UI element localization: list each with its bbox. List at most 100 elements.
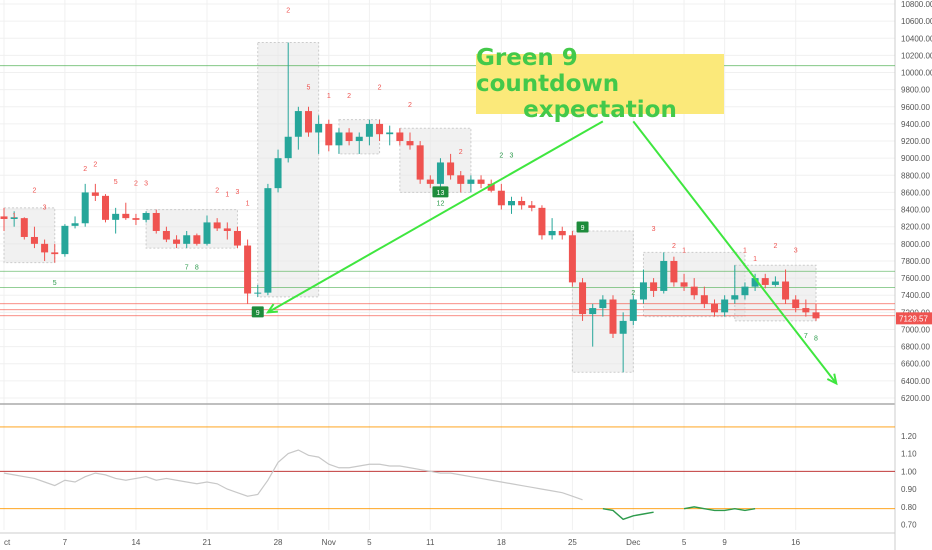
candle-body <box>274 158 282 189</box>
candle-body <box>609 299 617 334</box>
countdown-badge <box>432 186 449 198</box>
countdown-label: 1 <box>12 213 16 220</box>
candle-body <box>396 132 404 142</box>
time-tick-label: 18 <box>497 538 506 547</box>
annotation-line-2: expectation <box>523 97 677 123</box>
candle-body <box>284 136 292 159</box>
candle-body <box>771 281 779 285</box>
candle-body <box>376 123 384 135</box>
time-tick-label: ct <box>4 538 11 547</box>
countdown-label: 1 <box>753 256 757 263</box>
candle-body <box>173 239 181 244</box>
time-tick-label: 21 <box>203 538 212 547</box>
trend-arrow-line <box>632 120 838 385</box>
candle-body <box>294 111 302 137</box>
countdown-label: 1 <box>682 247 686 254</box>
candle-body <box>345 132 353 142</box>
price-tick-label: 8600.00 <box>901 188 930 197</box>
candle-body <box>670 260 678 283</box>
oscillator-tick-label: 0.70 <box>901 521 917 530</box>
annotation-callout[interactable]: Green 9 countdown expectation <box>476 45 724 123</box>
candle-body <box>690 286 698 296</box>
annotation-line-1: Green 9 countdown <box>476 45 620 97</box>
candle-body <box>711 303 718 313</box>
price-tick-label: 10000.00 <box>901 69 932 78</box>
candle-body <box>213 222 221 229</box>
candle-body <box>782 281 790 300</box>
price-tick-label: 10400.00 <box>901 34 932 43</box>
trend-arrow-head <box>265 303 278 314</box>
price-tag <box>896 312 932 325</box>
countdown-label: 5 <box>114 179 118 186</box>
candle-body <box>477 179 485 184</box>
price-tick-label: 10200.00 <box>901 51 932 60</box>
time-tick-label: 11 <box>426 538 435 547</box>
price-tick-label: 7800.00 <box>901 257 930 266</box>
countdown-label: 2 <box>378 85 382 92</box>
candle-body <box>406 141 414 146</box>
trend-arrows <box>265 120 838 386</box>
time-tick-label: 14 <box>131 538 140 547</box>
range-box <box>145 209 238 249</box>
price-tick-label: 6200.00 <box>901 394 930 403</box>
countdown-label: 2 <box>459 149 463 156</box>
candle-body <box>81 192 89 224</box>
candle-body <box>619 320 627 334</box>
candle-body <box>193 235 201 244</box>
candle-body <box>386 132 394 135</box>
candle-body <box>71 223 79 226</box>
candle-body <box>802 308 810 313</box>
time-tick-label: 7 <box>63 538 68 547</box>
candle-body <box>203 222 211 244</box>
countdown-label: 3 <box>510 152 514 159</box>
countdown-label: 2 <box>631 290 635 297</box>
price-tick-label: 9200.00 <box>901 137 930 146</box>
candle-body <box>629 299 637 321</box>
candle-body <box>812 312 820 319</box>
candle-body <box>20 218 28 237</box>
candle-body <box>162 230 170 240</box>
candle-body <box>30 236 38 244</box>
price-tick-label: 9000.00 <box>901 154 930 163</box>
oscillator-tick-label: 1.20 <box>901 432 917 441</box>
candle-body <box>416 145 424 180</box>
oscillator-series <box>602 507 654 521</box>
countdown-badge-label: 9 <box>256 310 260 317</box>
candle-body <box>508 201 515 206</box>
countdown-label: 2 <box>347 93 351 100</box>
countdown-label: 5 <box>53 280 57 287</box>
countdown-label: 2 <box>83 166 87 173</box>
candle-body <box>10 217 18 219</box>
candle-body <box>335 132 343 146</box>
time-tick-label: 5 <box>682 538 687 547</box>
countdown-label: 7 <box>185 265 189 272</box>
candle-body <box>426 179 434 184</box>
countdown-label: 2 <box>134 181 138 188</box>
price-tick-label: 9800.00 <box>901 86 930 95</box>
price-tick-label: 6800.00 <box>901 343 930 352</box>
candle-body <box>497 190 505 206</box>
time-tick-label: 16 <box>791 538 800 547</box>
countdown-badge-label: 9 <box>581 225 585 232</box>
countdown-label: 2 <box>93 162 97 169</box>
price-tick-label: 8400.00 <box>901 206 930 215</box>
candle-body <box>315 123 323 133</box>
candle-body <box>41 243 49 253</box>
countdown-label: 2 <box>408 102 412 109</box>
oscillator-tick-label: 0.80 <box>901 503 917 512</box>
candle-body <box>325 123 333 146</box>
countdown-label: 3 <box>43 205 47 212</box>
candle-body <box>700 295 708 304</box>
candle-body <box>721 299 729 313</box>
countdown-label: 2 <box>215 187 219 194</box>
oscillator-tick-label: 1.10 <box>901 450 917 459</box>
price-axis[interactable]: 10800.00 10600.00 10400.00 10200.00 10000.00… <box>896 0 932 530</box>
candle-body <box>102 195 109 220</box>
countdown-badge-label: 13 <box>437 190 445 197</box>
time-axis[interactable]: ct 7 14 21 28 Nov 5 11 18 25 Dec 5 9 16 <box>4 538 801 547</box>
candle-body <box>233 230 241 246</box>
countdown-label: 3 <box>794 247 798 254</box>
oscillator-tick-label: 1.00 <box>901 467 917 476</box>
countdown-label: 2 <box>672 243 676 250</box>
countdown-badge <box>251 306 264 318</box>
